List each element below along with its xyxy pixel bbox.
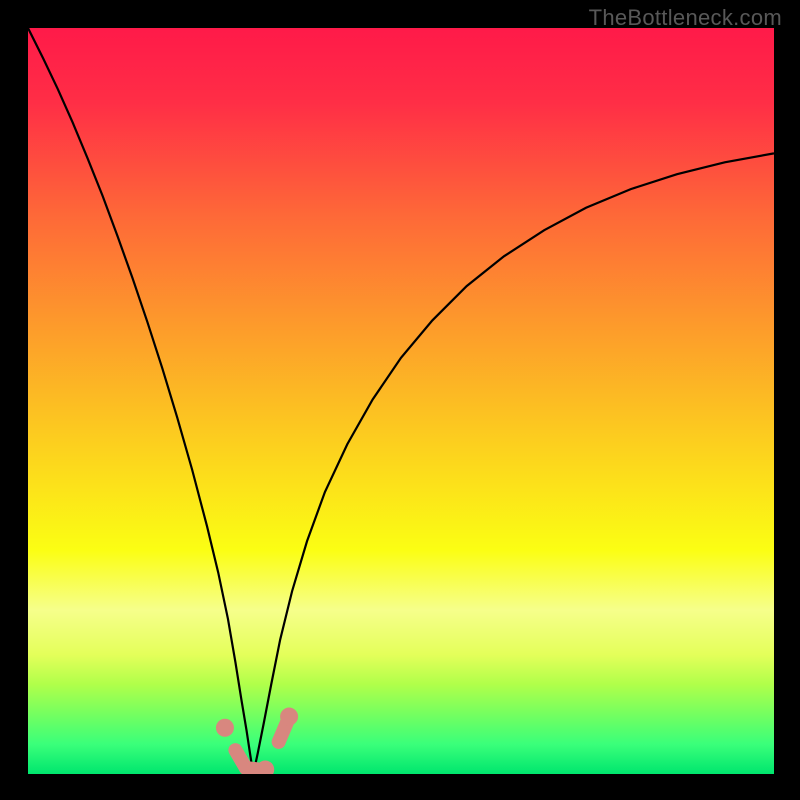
marker-layer: [28, 28, 774, 774]
plot-area: [28, 28, 774, 774]
marker-dot: [280, 708, 298, 726]
watermark-text: TheBottleneck.com: [589, 5, 782, 31]
marker-dot: [216, 719, 234, 737]
